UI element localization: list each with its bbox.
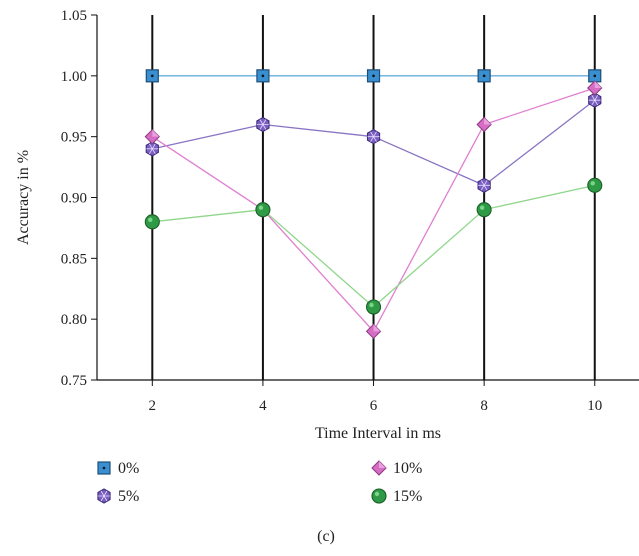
y-tick-label: 1.05 [61,8,87,24]
y-tick-label: 0.85 [61,251,87,267]
data-point-series-1 [588,92,602,108]
data-point-series-2 [476,116,492,133]
legend-marker [371,488,387,504]
tick-labels: 0.75 0.80 0.85 0.90 0.95 1.00 1.05 2 4 6 8 10 [61,8,603,414]
x-tick-label: 4 [259,398,267,414]
data-point-series-3 [144,214,160,230]
data-point-series-1 [145,141,159,157]
data-point-series-2 [144,128,161,145]
x-tick-label: 6 [370,398,378,414]
legend-item: 10% [371,460,422,477]
y-tick-label: 1.00 [61,69,87,85]
data-point-series-1 [477,177,491,193]
data-point-series-3 [255,202,271,218]
x-tick-label: 10 [587,398,602,414]
data-point-series-0 [477,69,491,83]
data-point-series-3 [587,177,603,193]
legend-item: 5% [97,488,139,505]
legend-marker [371,460,387,476]
legend-item: 0% [97,460,139,477]
legend-label: 5% [118,488,139,505]
x-tick-label: 2 [149,398,157,414]
x-axis-title: Time Interval in ms [315,425,441,442]
legend-marker [97,461,111,475]
data-point-series-0 [145,69,159,83]
figure-caption: (c) [317,528,335,545]
y-tick-label: 0.75 [61,373,87,389]
x-tick-label: 8 [480,398,488,414]
data-point-series-0 [366,69,381,83]
legend-marker [97,488,111,504]
data-point-series-2 [365,323,382,340]
data-point-series-0 [588,69,602,83]
y-tick-label: 0.95 [61,130,87,146]
legend-label: 10% [393,460,422,477]
data-point-series-3 [476,202,492,218]
axes [91,14,639,386]
data-point-series-3 [365,299,382,315]
legend-label: 15% [393,488,422,505]
y-axis-title: Accuracy in % [15,150,32,245]
series-layer [144,69,603,340]
y-tick-label: 0.90 [61,191,87,207]
legend-label: 0% [118,460,139,477]
legend-item: 15% [371,488,422,505]
data-point-series-0 [256,69,270,83]
data-point-series-1 [366,129,381,145]
legend: 0% 5% 10% 15% [97,460,422,505]
data-point-series-2 [587,80,603,96]
data-point-series-1 [256,116,270,133]
y-tick-label: 0.80 [61,312,87,328]
